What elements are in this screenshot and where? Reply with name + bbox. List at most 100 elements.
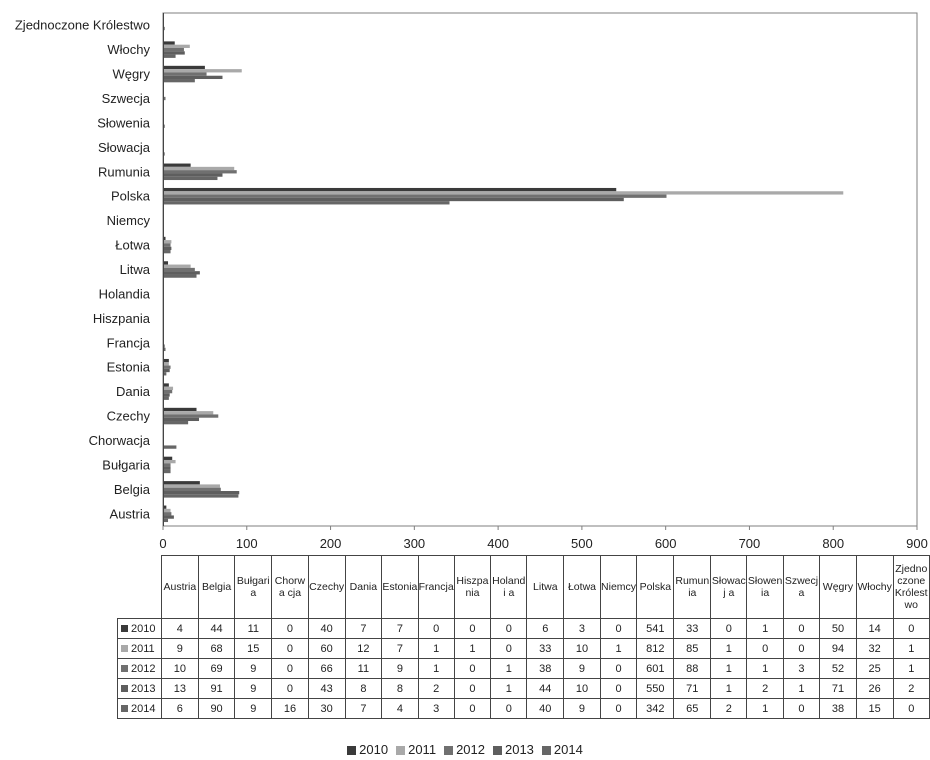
x-tick-label: 900 <box>906 536 928 551</box>
table-cell: 9 <box>234 658 273 679</box>
legend-item: 2013 <box>492 742 534 757</box>
bar-2010 <box>164 65 205 70</box>
bar-2013 <box>164 124 165 128</box>
table-cell: 1 <box>782 678 821 699</box>
legend-item: 2010 <box>347 742 388 757</box>
table-cell: 10 <box>563 638 601 659</box>
y-tick-label: Litwa <box>120 262 151 277</box>
bar-2011 <box>164 508 171 513</box>
table-cell: 1 <box>746 658 784 679</box>
bar-2010 <box>164 41 175 45</box>
table-cell: 52 <box>819 658 857 679</box>
table-cell: 40 <box>526 698 565 719</box>
bar-2012 <box>164 365 171 369</box>
table-cell: 1 <box>892 638 930 659</box>
table-cell: 9 <box>563 658 601 679</box>
series-label: 2014 <box>131 702 156 715</box>
table-cell: 1 <box>746 618 784 639</box>
table-cell: 85 <box>673 638 712 659</box>
table-cell: 7 <box>381 638 419 659</box>
table-col-header: Czechy <box>307 555 346 619</box>
bar-2014 <box>164 79 195 83</box>
table-col-header: Holandi a <box>490 555 528 619</box>
bar-2014 <box>164 396 169 400</box>
bar-2014 <box>164 494 239 498</box>
x-tick-label: 400 <box>487 536 509 551</box>
bar-2012 <box>164 389 173 394</box>
bar-2011 <box>164 69 242 73</box>
bar-2012 <box>164 267 195 272</box>
bar-2013 <box>164 417 200 422</box>
y-tick-label: Węgry <box>112 67 150 82</box>
table-cell: 25 <box>855 658 894 679</box>
data-table: Austria Belgia Bułgari a Chorwa cja Czechy Da… <box>116 555 930 719</box>
bar-2014 <box>164 372 167 376</box>
table-cell: 16 <box>271 698 309 719</box>
legend: 2010 2011 2012 2013 2014 <box>0 742 930 757</box>
table-cell: 40 <box>307 618 346 639</box>
table-row: 2014 6 90 9 16 30 7 4 3 0 0 40 9 0 342 65 2 1 0 38 15 0 <box>116 698 930 719</box>
y-tick-label: Dania <box>116 384 151 399</box>
bar-2013 <box>164 271 200 275</box>
bar-2012 <box>164 487 221 492</box>
legend-item: 2014 <box>541 742 583 757</box>
table-cell: 0 <box>782 638 821 659</box>
table-cell: 0 <box>782 698 821 719</box>
table-cell: 7 <box>381 618 419 639</box>
bar-2014 <box>164 445 177 449</box>
series-swatch <box>121 645 128 653</box>
y-tick-label: Rumunia <box>98 164 151 179</box>
legend-swatch <box>492 746 502 755</box>
table-cell: 1 <box>710 658 748 679</box>
table-col-header: Niemcy <box>599 555 638 619</box>
bar-2011 <box>164 240 172 244</box>
table-cell: 0 <box>782 618 821 639</box>
x-tick-label: 300 <box>403 536 425 551</box>
bar-2011 <box>164 44 190 48</box>
y-tick-label: Zjednoczone Królestwo <box>15 18 150 33</box>
table-cell: 0 <box>453 698 492 719</box>
table-col-header: Zjedno czone Królest wo <box>892 555 930 619</box>
legend-label: 2012 <box>456 742 485 757</box>
table-cell: 0 <box>599 658 638 679</box>
table-cell: 0 <box>599 698 638 719</box>
table-cell: 15 <box>855 698 894 719</box>
legend-item: 2011 <box>396 742 436 757</box>
bar-2010 <box>164 358 169 363</box>
table-col-header: Szwecj a <box>782 555 821 619</box>
table-col-header: Estonia <box>381 555 419 619</box>
table-cell: 3 <box>782 658 821 679</box>
y-axis-labels: Austria Belgia Bułgaria Chorwacja Czechy Dani… <box>15 18 151 522</box>
series-label: 2010 <box>131 622 156 635</box>
table-cell: 10 <box>161 658 199 679</box>
series-swatch <box>121 665 128 673</box>
y-tick-label: Hiszpania <box>93 311 151 326</box>
bar-2014 <box>164 201 450 205</box>
bar-2013 <box>164 368 170 373</box>
x-tick-label: 700 <box>739 536 761 551</box>
y-tick-label: Włochy <box>107 42 150 57</box>
table-cell: 1 <box>490 678 528 699</box>
table-cell: 68 <box>197 638 236 659</box>
legend-label: 2014 <box>553 742 583 757</box>
bar-2012 <box>164 194 667 198</box>
y-tick-label: Chorwacja <box>89 433 151 448</box>
y-tick-label: Bułgaria <box>102 457 150 472</box>
x-tick-label: 600 <box>655 536 677 551</box>
table-corner <box>117 555 163 619</box>
table-row: 2013 13 91 9 0 43 8 8 2 0 1 44 10 0 550 71 1 2 1 71 26 2 <box>116 678 930 699</box>
table-cell: 601 <box>636 658 675 679</box>
table-cell: 1 <box>599 638 638 659</box>
bar-2012 <box>164 47 184 52</box>
y-tick-label: Belgia <box>114 482 151 497</box>
table-cell: 0 <box>490 618 528 639</box>
series-label: 2012 <box>131 662 156 675</box>
bar-2010 <box>164 456 173 460</box>
table-cell: 1 <box>453 638 492 659</box>
table-cell: 88 <box>673 658 712 679</box>
table-cell: 2 <box>892 678 930 699</box>
bar-2011 <box>164 386 174 390</box>
table-cell: 0 <box>599 618 638 639</box>
table-body: 2010 4 44 11 0 40 7 7 0 0 0 6 3 0 541 33 0 1 0 50 14 0 2011 9 68… <box>116 618 930 719</box>
table-col-header: Dania <box>344 555 383 619</box>
